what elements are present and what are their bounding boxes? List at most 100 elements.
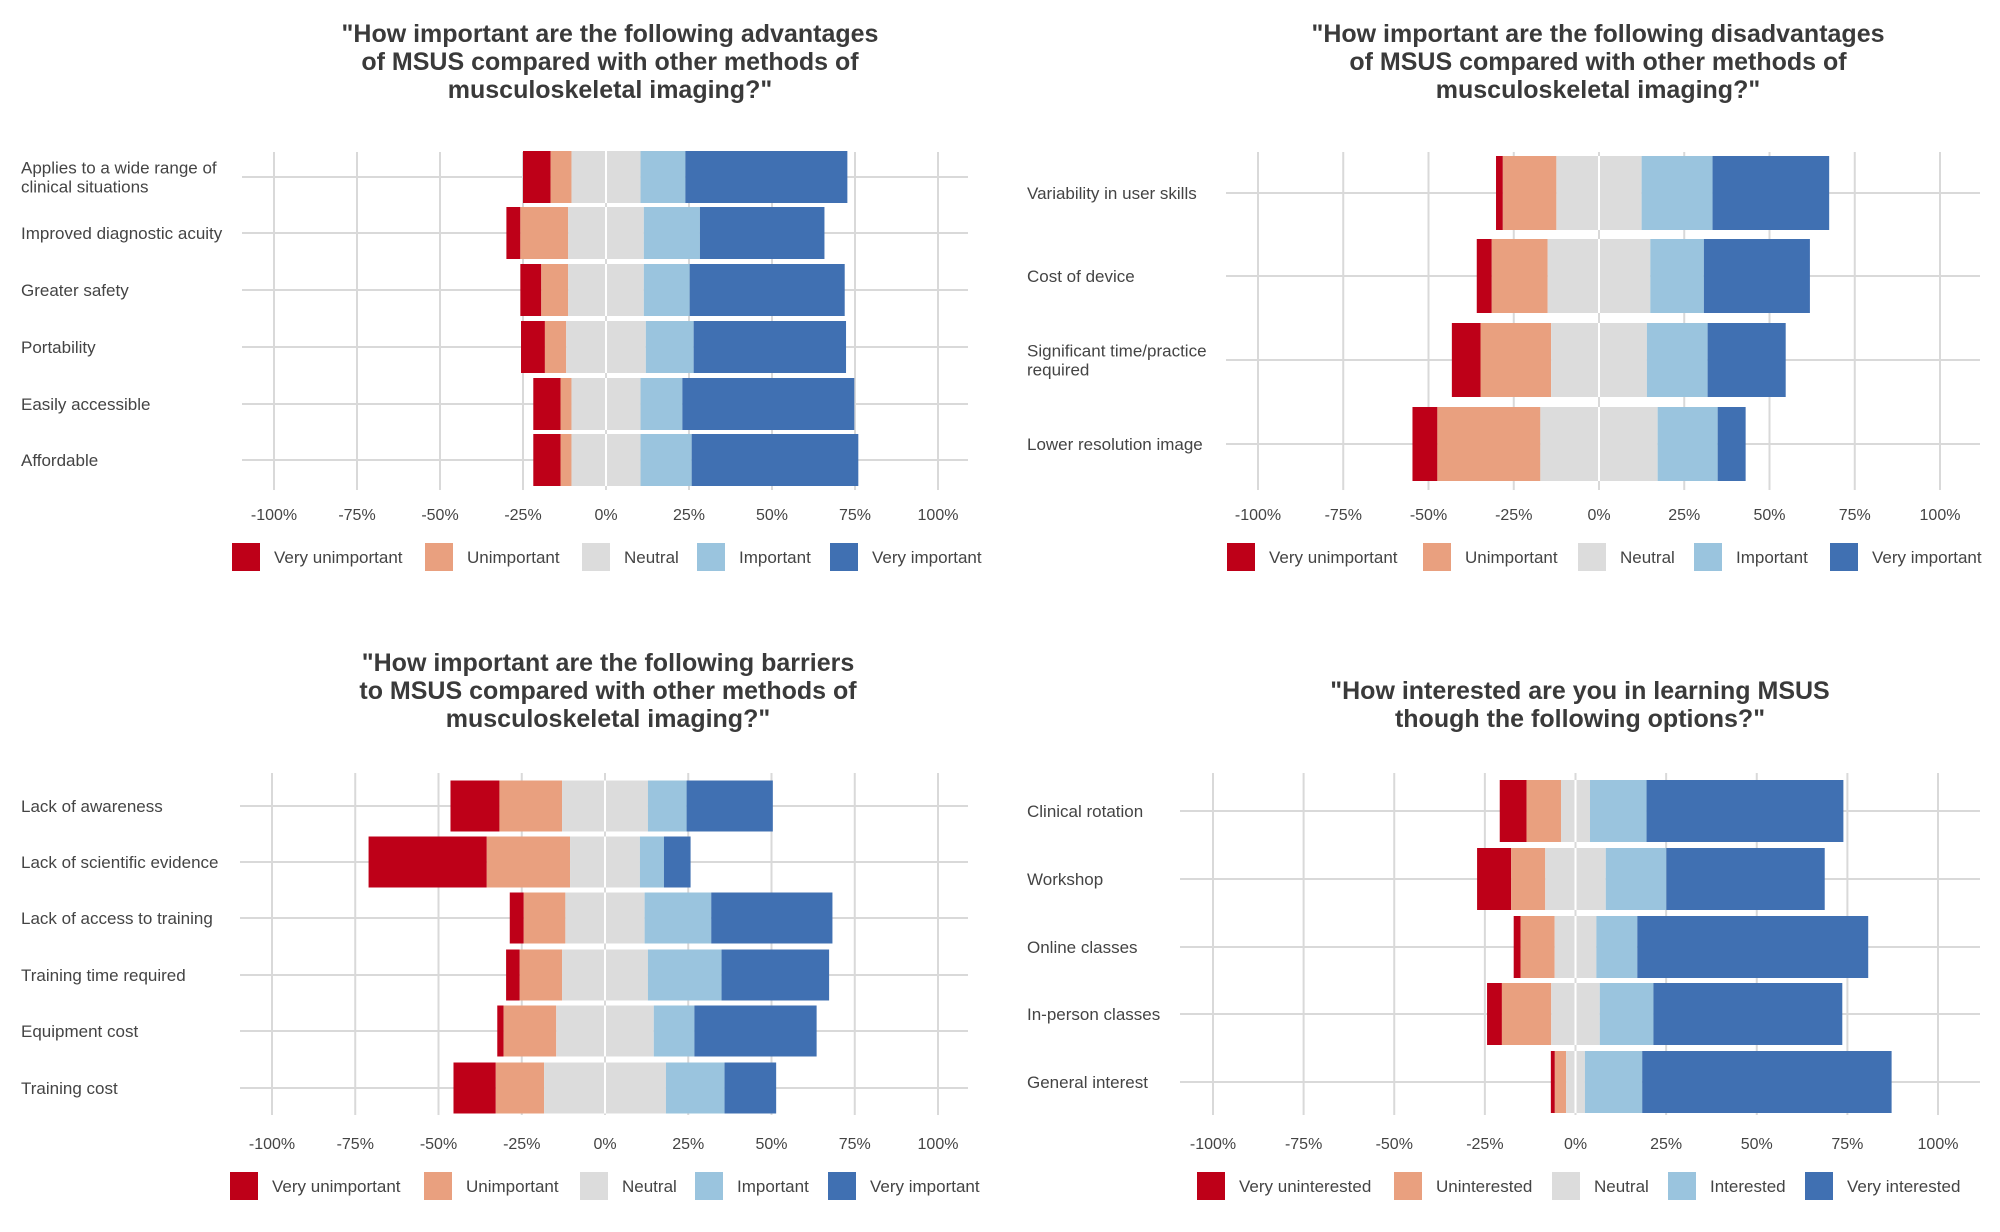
bar-segment-very-important[interactable] [721,949,830,1001]
bar-segment-very-important[interactable] [724,1062,777,1114]
bar-segment-important[interactable] [1650,239,1704,313]
bar-segment-important[interactable] [640,378,683,430]
bar-segment-important[interactable] [639,836,664,888]
chart-panel-2: "How important are the following disadva… [1027,20,1982,571]
bar-segment-very-unimportant[interactable] [533,434,561,486]
bar-segment-unimportant[interactable] [519,949,563,1001]
x-tick-label: -100% [1235,507,1281,524]
bar-segment-very-unimportant[interactable] [497,1005,504,1057]
bar-segment-very-uninterested[interactable] [1487,983,1502,1045]
bar-segment-very-interested[interactable] [1653,983,1843,1045]
bar-segment-unimportant[interactable] [503,1005,557,1057]
bar-segment-very-unimportant[interactable] [523,151,551,203]
category-label: Improved diagnostic acuity [21,224,223,243]
bar-segment-very-unimportant[interactable] [521,321,545,373]
bar-segment-very-interested[interactable] [1637,916,1869,978]
bar-segment-important[interactable] [1641,156,1713,230]
bar-segment-very-unimportant[interactable] [450,780,500,832]
bar-segment-interested[interactable] [1584,1051,1643,1113]
legend-swatch [424,1172,452,1200]
bar-segment-unimportant[interactable] [486,836,571,888]
bar-segment-unimportant[interactable] [544,321,567,373]
bar-segment-unimportant[interactable] [1502,156,1557,230]
legend-label: Very interested [1847,1177,1960,1196]
bar-segment-very-important[interactable] [1712,156,1830,230]
bar-segment-interested[interactable] [1596,916,1638,978]
bar-segment-very-important[interactable] [1703,239,1810,313]
bar-segment-important[interactable] [647,780,687,832]
bar-segment-unimportant[interactable] [495,1062,545,1114]
bar-segment-unimportant[interactable] [1437,407,1541,481]
chart-title-line: of MSUS compared with other methods of [361,48,859,76]
bar-segment-important[interactable] [643,264,690,316]
bar-segment-important[interactable] [644,892,712,944]
legend-swatch [828,1172,856,1200]
bar-segment-unimportant[interactable] [523,892,566,944]
x-tick-label: 100% [918,507,959,524]
bar-segment-important[interactable] [1657,407,1718,481]
bar-segment-very-important[interactable] [1707,323,1786,397]
bar-segment-uninterested[interactable] [1526,780,1561,842]
bar-segment-very-unimportant[interactable] [520,264,542,316]
category-label: General interest [1027,1073,1148,1092]
bar-segment-important[interactable] [640,151,686,203]
bar-segment-very-important[interactable] [686,780,773,832]
bar-segment-very-important[interactable] [694,1005,817,1057]
bar-segment-important[interactable] [645,321,694,373]
bar-segment-very-important[interactable] [693,321,847,373]
bar-segment-very-important[interactable] [663,836,691,888]
bar-segment-very-unimportant[interactable] [509,892,524,944]
bar-segment-very-unimportant[interactable] [453,1062,496,1114]
bar-segment-important[interactable] [653,1005,695,1057]
bar-segment-very-unimportant[interactable] [533,378,561,430]
bar-segment-very-important[interactable] [699,207,825,259]
bar-segment-unimportant[interactable] [550,151,572,203]
bar-segment-interested[interactable] [1590,780,1647,842]
bar-segment-very-important[interactable] [691,434,859,486]
bar-segment-very-important[interactable] [682,378,855,430]
x-tick-label: 25% [1668,507,1700,524]
bar-segment-important[interactable] [640,434,692,486]
bar-segment-very-unimportant[interactable] [1476,239,1492,313]
bar-segment-very-uninterested[interactable] [1477,848,1512,910]
bar-segment-important[interactable] [665,1062,725,1114]
legend-label: Uninterested [1436,1177,1532,1196]
bar-segment-uninterested[interactable] [1511,848,1546,910]
bar-segment-interested[interactable] [1599,983,1654,1045]
bar-segment-important[interactable] [643,207,700,259]
bar-segment-uninterested[interactable] [1501,983,1552,1045]
bar-segment-very-unimportant[interactable] [368,836,487,888]
bar-segment-very-important[interactable] [711,892,833,944]
x-tick-label: -75% [1325,507,1362,524]
bar-segment-very-unimportant[interactable] [1412,407,1438,481]
bar-segment-very-important[interactable] [689,264,845,316]
bar-segment-interested[interactable] [1605,848,1667,910]
bar-segment-important[interactable] [647,949,722,1001]
bar-segment-unimportant[interactable] [499,780,563,832]
bar-segment-unimportant[interactable] [1491,239,1548,313]
bar-segment-important[interactable] [1646,323,1708,397]
bar-segment-uninterested[interactable] [1554,1051,1567,1113]
bar-segment-very-unimportant[interactable] [506,207,521,259]
chart-title-line: musculoskeletal imaging?" [446,705,770,733]
bar-segment-very-interested[interactable] [1666,848,1825,910]
bar-segment-unimportant[interactable] [560,378,572,430]
x-tick-label: 75% [839,507,871,524]
bar-segment-very-uninterested[interactable] [1550,1051,1555,1113]
bar-segment-very-interested[interactable] [1642,1051,1892,1113]
bar-segment-unimportant[interactable] [560,434,572,486]
bar-segment-unimportant[interactable] [1480,323,1552,397]
category-label: Greater safety [21,281,129,300]
bar-segment-very-unimportant[interactable] [1496,156,1503,230]
bar-segment-very-uninterested[interactable] [1513,916,1521,978]
bar-segment-very-important[interactable] [685,151,848,203]
bar-segment-very-uninterested[interactable] [1499,780,1527,842]
bar-segment-very-unimportant[interactable] [1451,323,1481,397]
legend-swatch [232,543,260,571]
bar-segment-unimportant[interactable] [541,264,569,316]
bar-segment-very-interested[interactable] [1646,780,1844,842]
bar-segment-very-unimportant[interactable] [506,949,520,1001]
bar-segment-uninterested[interactable] [1520,916,1555,978]
bar-segment-unimportant[interactable] [520,207,569,259]
bar-segment-very-important[interactable] [1717,407,1746,481]
